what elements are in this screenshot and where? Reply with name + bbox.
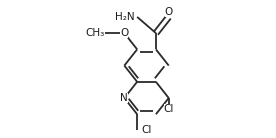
Text: O: O <box>164 7 173 17</box>
Text: H₂N: H₂N <box>115 12 135 22</box>
Text: Cl: Cl <box>164 104 174 114</box>
Text: O: O <box>120 28 128 38</box>
Text: CH₃: CH₃ <box>86 28 105 38</box>
Text: Cl: Cl <box>141 125 152 136</box>
Text: N: N <box>120 93 128 103</box>
